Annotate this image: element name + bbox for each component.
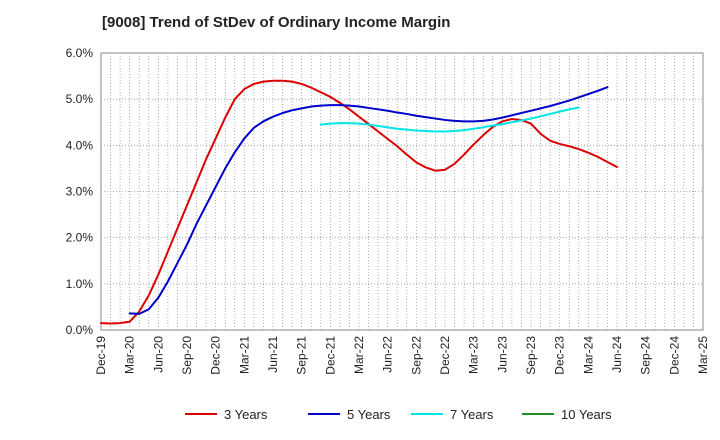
x-tick-label: Jun-24 xyxy=(610,336,624,373)
x-tick-label: Mar-21 xyxy=(237,336,251,374)
x-tick-label: Sep-22 xyxy=(409,336,423,375)
y-tick-label: 2.0% xyxy=(66,231,94,245)
legend-label: 3 Years xyxy=(224,407,268,422)
x-tick-label: Dec-23 xyxy=(553,336,567,375)
legend-label: 10 Years xyxy=(561,407,612,422)
y-tick-label: 4.0% xyxy=(66,138,94,152)
x-tick-label: Mar-22 xyxy=(352,336,366,374)
series-line-5-years xyxy=(128,86,609,315)
legend-label: 7 Years xyxy=(450,407,494,422)
x-tick-label: Dec-20 xyxy=(209,336,223,375)
x-tick-label: Dec-19 xyxy=(94,336,108,375)
x-tick-label: Dec-22 xyxy=(438,336,452,375)
x-tick-label: Sep-23 xyxy=(524,336,538,375)
y-tick-label: 0.0% xyxy=(66,323,94,337)
series-line-7-years xyxy=(319,106,580,133)
x-tick-label: Sep-24 xyxy=(639,336,653,375)
y-tick-label: 1.0% xyxy=(66,277,94,291)
x-tick-label: Sep-20 xyxy=(180,336,194,375)
x-tick-label: Jun-22 xyxy=(381,336,395,373)
chart-title: [9008] Trend of StDev of Ordinary Income… xyxy=(102,14,451,31)
y-tick-label: 3.0% xyxy=(66,185,94,199)
x-tick-label: Mar-25 xyxy=(696,336,710,374)
x-tick-label: Jun-23 xyxy=(495,336,509,373)
x-tick-label: Dec-21 xyxy=(323,336,337,375)
x-tick-label: Jun-21 xyxy=(266,336,280,373)
x-tick-label: Mar-23 xyxy=(467,336,481,374)
x-tick-label: Mar-24 xyxy=(581,336,595,374)
series-line-3-years xyxy=(100,79,618,325)
x-tick-label: Jun-20 xyxy=(151,336,165,373)
y-tick-label: 5.0% xyxy=(66,92,94,106)
legend-label: 5 Years xyxy=(347,407,391,422)
x-tick-label: Mar-20 xyxy=(123,336,137,374)
y-tick-label: 6.0% xyxy=(66,46,94,60)
x-tick-label: Sep-21 xyxy=(295,336,309,375)
x-tick-label: Dec-24 xyxy=(667,336,681,375)
